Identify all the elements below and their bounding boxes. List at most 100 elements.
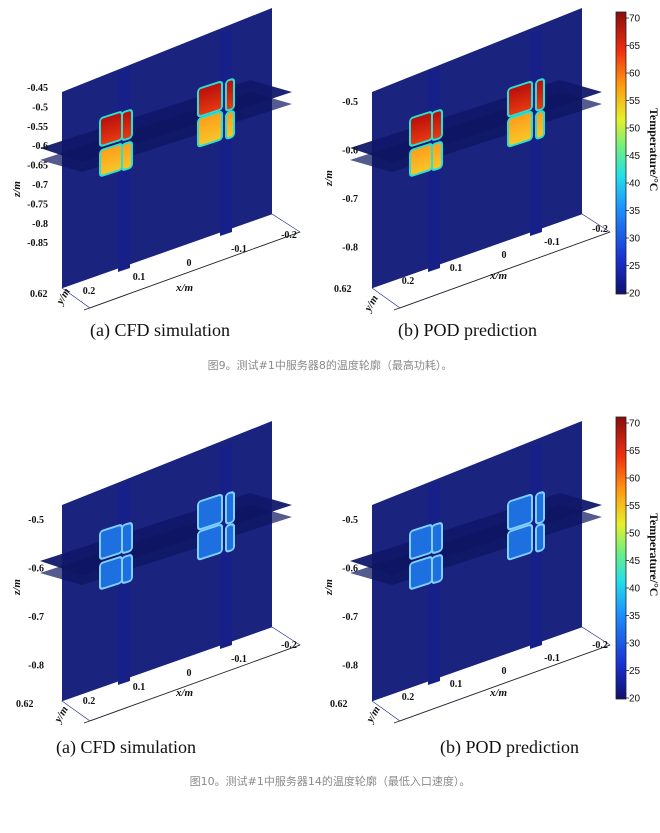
vertical-plane — [62, 8, 272, 288]
server-block — [431, 522, 443, 554]
y-tick-label: 0.62 — [30, 289, 48, 300]
server-block — [121, 141, 133, 171]
z-axis-label: z/m — [323, 170, 335, 187]
y-axis-label: y/m — [51, 704, 71, 726]
z-tick-label: -0.8 — [342, 661, 358, 672]
server-block — [507, 493, 533, 531]
server-block — [225, 78, 235, 112]
x-tick-label: 0 — [502, 666, 507, 677]
fig10-sublabel-b: (b) POD prediction — [440, 737, 579, 757]
z-tick-label: -0.5 — [342, 515, 358, 526]
colorbar-tick-label: 65 — [629, 41, 641, 52]
server-block — [507, 110, 533, 148]
x-tick-label: 0.2 — [83, 286, 96, 297]
x-tick-label: 0 — [187, 668, 192, 679]
z-tick-label: -0.8 — [342, 243, 358, 254]
z-axis-label: z/m — [11, 181, 23, 198]
colorbar-tick-label: 30 — [629, 639, 641, 650]
colorbar-tick-label: 40 — [629, 584, 641, 595]
x-tick-label: 0.2 — [83, 696, 96, 707]
z-tick-label: -0.5 — [32, 102, 48, 113]
colorbar-tick-label: 20 — [629, 694, 641, 705]
z-tick-label: -0.7 — [32, 180, 48, 191]
colorbar-tick-label: 55 — [629, 96, 641, 107]
server-block — [197, 110, 223, 148]
z-tick-label: -0.7 — [342, 194, 358, 205]
x-tick-label: -0.2 — [281, 230, 297, 241]
x-tick-label: -0.2 — [281, 640, 297, 651]
colorbar-label: Temperature/°C — [647, 513, 660, 596]
server-block — [197, 80, 223, 118]
x-axis-label: x/m — [175, 687, 194, 699]
x-tick-label: -0.1 — [544, 653, 560, 664]
y-axis-label: y/m — [361, 293, 381, 315]
server-block — [225, 491, 235, 525]
x-axis-line — [393, 231, 611, 311]
z-tick-label: -0.8 — [28, 661, 44, 672]
z-tick-label: -0.75 — [27, 199, 48, 210]
x-tick-label: -0.1 — [231, 654, 247, 665]
colorbar-ticks: 70 65 60 55 50 45 40 35 30 25 20 — [626, 14, 641, 300]
x-tick-label: 0.2 — [402, 276, 415, 287]
colorbar-tick-label: 25 — [629, 261, 641, 272]
colorbar-ticks: 70 65 60 55 50 45 40 35 30 25 20 — [626, 419, 641, 705]
server-block — [99, 524, 123, 560]
fig9b-volume — [350, 8, 611, 311]
x-axis-line — [393, 644, 611, 724]
server-block — [409, 111, 433, 147]
fig9-sublabel-a: (a) CFD simulation — [90, 320, 230, 340]
colorbar-label: Temperature/°C — [647, 108, 660, 191]
z-axis-label: z/m — [323, 579, 335, 596]
vertical-plane — [372, 8, 582, 288]
server-block — [507, 523, 533, 561]
figure-9-caption: 图9。测试#1中服务器8的温度轮廓（最高功耗）。 — [207, 359, 453, 372]
fig9a-volume — [40, 8, 301, 311]
x-tick-label: 0.2 — [402, 692, 415, 703]
z-tick-label: -0.85 — [27, 238, 48, 249]
colorbar-tick-label: 50 — [629, 124, 641, 135]
fig10b-volume — [350, 421, 611, 724]
fig10-sublabel-a: (a) CFD simulation — [56, 737, 196, 757]
colorbar-gradient — [615, 416, 627, 700]
x-axis-label: x/m — [175, 282, 194, 294]
server-block — [535, 110, 545, 140]
colorbar-tick-label: 20 — [629, 289, 641, 300]
y-tick-label: 0.62 — [334, 284, 352, 295]
colorbar-tick-label: 50 — [629, 529, 641, 540]
server-block — [197, 523, 223, 561]
x-tick-label: -0.2 — [592, 224, 608, 235]
server-block — [535, 78, 545, 112]
colorbar-tick-label: 35 — [629, 611, 641, 622]
x-axis-label: x/m — [489, 270, 508, 282]
server-block — [225, 110, 235, 140]
x-tick-label: 0.1 — [450, 679, 463, 690]
server-block — [431, 141, 443, 171]
x-axis-line — [83, 644, 301, 724]
colorbar-tick-label: 45 — [629, 151, 641, 162]
z-tick-label: -0.55 — [27, 122, 48, 133]
colorbar-tick-label: 70 — [629, 14, 641, 25]
z-tick-label: -0.8 — [32, 219, 48, 230]
x-tick-label: 0.1 — [133, 682, 146, 693]
z-tick-label: -0.5 — [342, 97, 358, 108]
fig9-panel-b-plot: z/m -0.5-0.6-0.7-0.8 0.62 y/m x/m -0.2-0… — [323, 8, 611, 315]
server-block — [535, 523, 545, 553]
z-tick-label: -0.6 — [342, 146, 358, 157]
x-tick-labels: -0.2 -0.1 0 0.1 0.2 — [83, 640, 297, 707]
colorbar-tick-label: 35 — [629, 206, 641, 217]
fig10-panel-a-plot: z/m -0.5-0.6-0.7-0.8 0.62 y/m x/m -0.2-0… — [11, 421, 301, 726]
z-tick-labels: -0.45 -0.5 -0.55 -0.6 -0.65 -0.7 -0.75 -0.8 -0.8… — [27, 83, 48, 249]
x-tick-label: 0.1 — [133, 272, 146, 283]
z-tick-labels: -0.5 -0.6 -0.7 -0.8 — [28, 515, 44, 672]
fig10-panel-b-plot: z/m -0.5-0.6-0.7-0.8 0.62 y/m x/m -0.2-0… — [323, 421, 611, 726]
server-block — [121, 109, 133, 141]
fig10a-volume — [40, 421, 301, 724]
z-tick-label: -0.6 — [28, 564, 44, 575]
z-axis-label: z/m — [11, 579, 23, 596]
server-block — [121, 522, 133, 554]
colorbar-tick-label: 60 — [629, 474, 641, 485]
colorbar-tick-label: 60 — [629, 69, 641, 80]
colorbar-gradient — [615, 11, 627, 295]
server-block — [431, 109, 443, 141]
figure-10: z/m -0.5 -0.6 -0.7 -0.8 0.62 y/m x/m -0.2 -0… — [0, 405, 660, 805]
